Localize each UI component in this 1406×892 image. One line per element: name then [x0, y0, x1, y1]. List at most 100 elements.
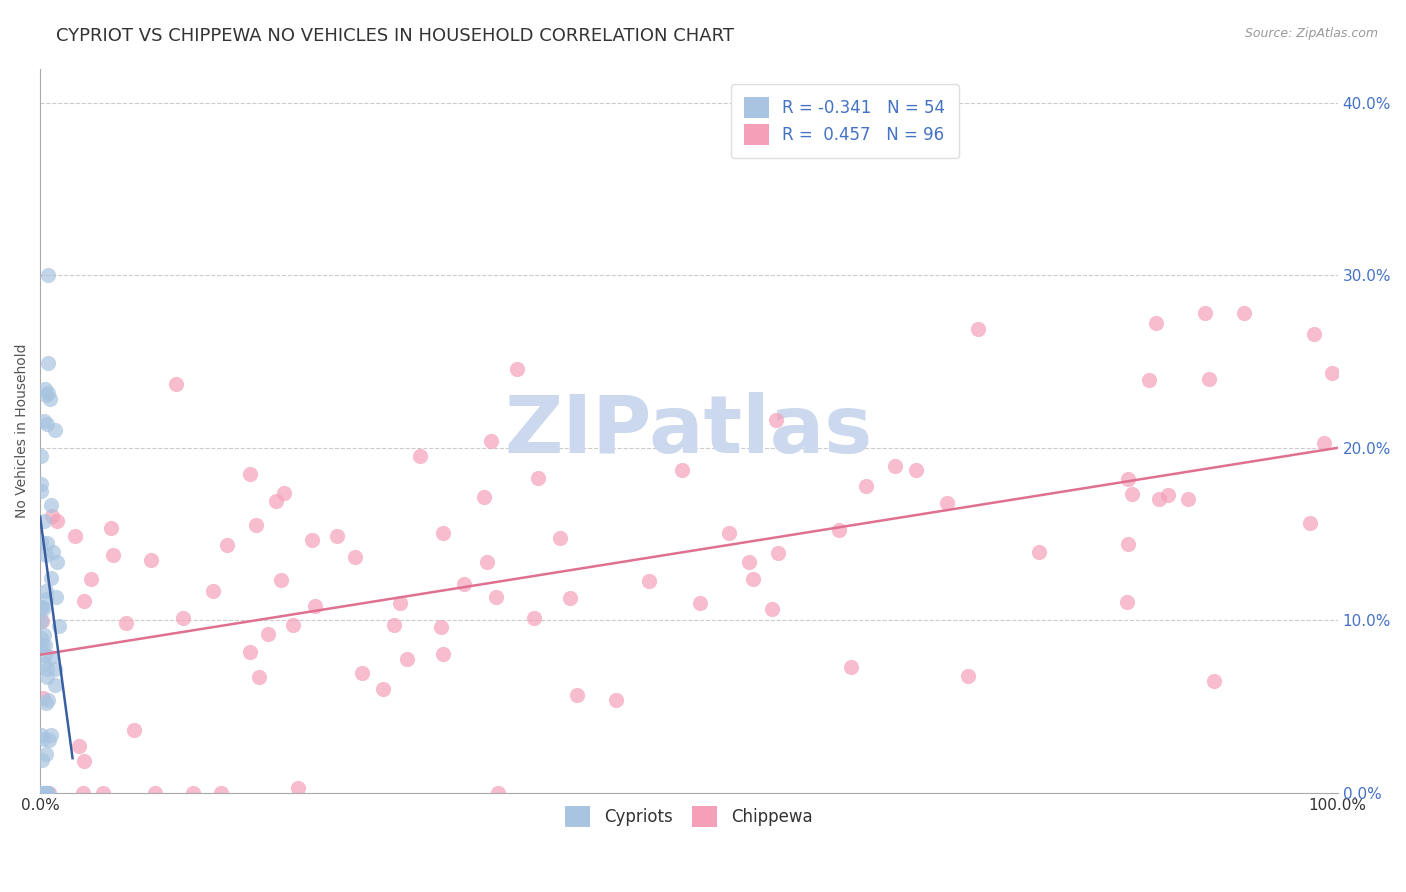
Point	[37, 417, 59, 431]
Point	[44, 423, 66, 437]
Point	[475, 555, 498, 569]
Point	[34, 648, 56, 662]
Point	[35, 387, 58, 401]
Point	[143, 786, 166, 800]
Point	[30, 449, 52, 463]
Point	[35, 786, 58, 800]
Point	[35, 661, 58, 675]
Point	[31, 753, 53, 767]
Point	[325, 529, 347, 543]
Point	[828, 523, 851, 537]
Point	[548, 531, 571, 545]
Point	[371, 682, 394, 697]
Point	[741, 573, 763, 587]
Point	[738, 556, 761, 570]
Point	[388, 596, 411, 610]
Point	[283, 618, 305, 632]
Point	[48, 619, 70, 633]
Point	[38, 733, 60, 747]
Point	[256, 627, 278, 641]
Point	[34, 583, 56, 598]
Point	[45, 515, 67, 529]
Point	[181, 786, 204, 800]
Point	[883, 458, 905, 473]
Text: Source: ZipAtlas.com: Source: ZipAtlas.com	[1244, 27, 1378, 40]
Point	[671, 463, 693, 477]
Point	[273, 486, 295, 500]
Point	[1028, 545, 1050, 559]
Point	[479, 434, 502, 449]
Point	[73, 594, 96, 608]
Point	[245, 518, 267, 533]
Point	[41, 508, 63, 523]
Point	[1115, 595, 1137, 609]
Point	[505, 361, 527, 376]
Point	[115, 616, 138, 631]
Point	[352, 665, 374, 680]
Point	[67, 739, 90, 753]
Point	[432, 647, 454, 661]
Point	[249, 671, 271, 685]
Point	[34, 786, 56, 800]
Point	[31, 615, 53, 629]
Point	[1299, 516, 1322, 531]
Point	[91, 786, 114, 800]
Point	[239, 645, 262, 659]
Point	[39, 728, 62, 742]
Point	[72, 786, 94, 800]
Point	[855, 478, 877, 492]
Point	[605, 693, 627, 707]
Point	[409, 449, 432, 463]
Point	[1194, 306, 1216, 320]
Point	[1149, 491, 1171, 506]
Point	[1137, 373, 1160, 387]
Point	[1198, 372, 1220, 386]
Point	[1177, 492, 1199, 507]
Point	[1116, 472, 1139, 486]
Point	[30, 477, 52, 491]
Point	[34, 696, 56, 710]
Legend: Cypriots, Chippewa: Cypriots, Chippewa	[557, 798, 821, 835]
Point	[637, 574, 659, 589]
Point	[165, 376, 187, 391]
Point	[37, 670, 59, 684]
Point	[287, 780, 309, 795]
Point	[1202, 673, 1225, 688]
Point	[1313, 435, 1336, 450]
Point	[31, 638, 53, 652]
Point	[1320, 366, 1343, 380]
Point	[432, 526, 454, 541]
Point	[558, 591, 581, 605]
Point	[967, 322, 990, 336]
Point	[1156, 488, 1178, 502]
Point	[37, 386, 59, 401]
Point	[472, 490, 495, 504]
Point	[37, 786, 59, 800]
Point	[34, 638, 56, 652]
Point	[718, 526, 741, 541]
Point	[301, 533, 323, 547]
Point	[935, 496, 957, 510]
Point	[122, 723, 145, 738]
Point	[34, 786, 56, 800]
Point	[31, 599, 53, 614]
Point	[839, 660, 862, 674]
Point	[395, 652, 418, 666]
Point	[37, 356, 59, 370]
Point	[30, 632, 52, 646]
Point	[38, 786, 60, 800]
Point	[39, 498, 62, 512]
Point	[31, 602, 53, 616]
Point	[264, 494, 287, 508]
Point	[1144, 316, 1167, 330]
Point	[201, 583, 224, 598]
Point	[905, 462, 928, 476]
Point	[239, 467, 262, 482]
Point	[101, 548, 124, 562]
Point	[44, 662, 66, 676]
Point	[761, 602, 783, 616]
Point	[215, 538, 238, 552]
Point	[1232, 305, 1254, 319]
Point	[172, 611, 194, 625]
Text: CYPRIOT VS CHIPPEWA NO VEHICLES IN HOUSEHOLD CORRELATION CHART: CYPRIOT VS CHIPPEWA NO VEHICLES IN HOUSE…	[56, 27, 734, 45]
